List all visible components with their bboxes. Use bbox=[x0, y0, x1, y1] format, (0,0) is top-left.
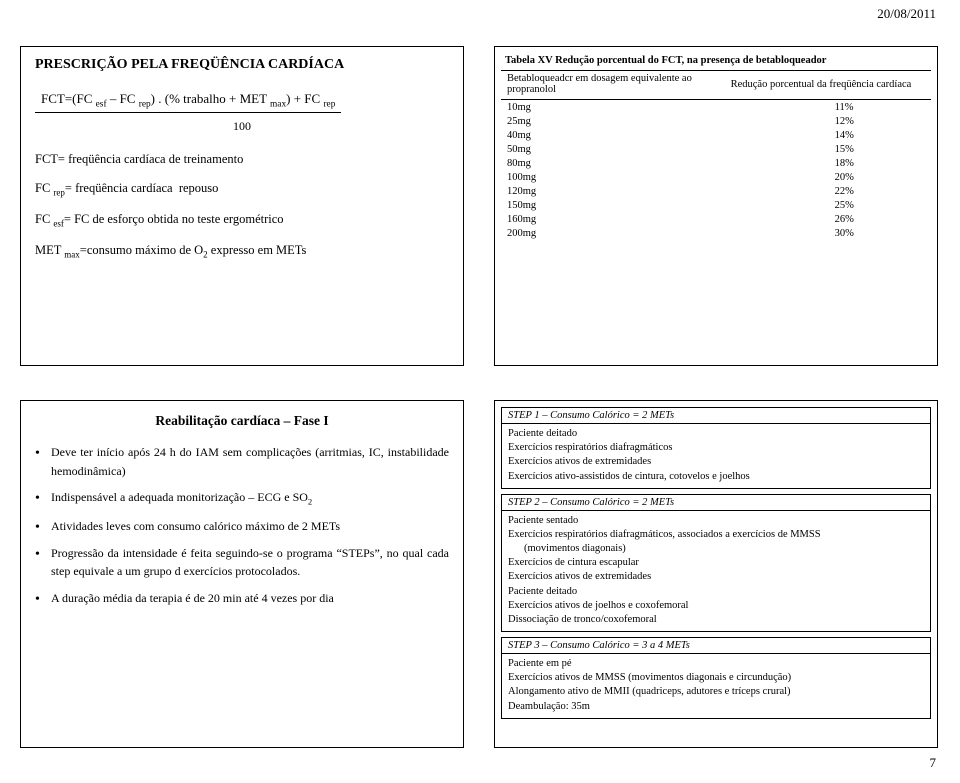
reduction-cell: 25% bbox=[725, 198, 931, 212]
step-line: Exercícios respiratórios diafragmáticos bbox=[508, 441, 924, 455]
reduction-cell: 26% bbox=[725, 212, 931, 226]
prescription-definitions: FCT= freqüência cardíaca de treinamento … bbox=[35, 148, 449, 264]
list-item: Atividades leves com consumo calórico má… bbox=[35, 517, 449, 536]
panel-beta-blocker-table: Tabela XV Redução porcentual do FCT, na … bbox=[494, 46, 938, 366]
table-row: 50mg15% bbox=[501, 142, 931, 156]
step-line: Paciente sentado bbox=[508, 514, 924, 528]
step-heading: STEP 1 – Consumo Calórico = 2 METs bbox=[502, 408, 930, 424]
list-item: Indispensável a adequada monitorização –… bbox=[35, 488, 449, 509]
step-body: Paciente sentadoExercícios respiratórios… bbox=[502, 511, 930, 631]
dose-cell: 25mg bbox=[501, 114, 725, 128]
reduction-cell: 12% bbox=[725, 114, 931, 128]
table-row: 80mg18% bbox=[501, 156, 931, 170]
step-body: Paciente deitadoExercícios respiratórios… bbox=[502, 424, 930, 488]
step-line: Exercícios ativos de extremidades bbox=[508, 455, 924, 469]
step-body: Paciente em péExercícios ativos de MMSS … bbox=[502, 654, 930, 718]
table-row: 200mg30% bbox=[501, 226, 931, 240]
table-row: 150mg25% bbox=[501, 198, 931, 212]
step-line: Exercícios de cintura escapular bbox=[508, 556, 924, 570]
table-caption: Tabela XV Redução porcentual do FCT, na … bbox=[501, 53, 931, 70]
dose-cell: 200mg bbox=[501, 226, 725, 240]
step-block: STEP 3 – Consumo Calórico = 3 a 4 METsPa… bbox=[501, 637, 931, 719]
reduction-cell: 22% bbox=[725, 184, 931, 198]
step-line: (movimentos diagonais) bbox=[508, 542, 924, 556]
list-item: A duração média da terapia é de 20 min a… bbox=[35, 589, 449, 608]
dose-cell: 120mg bbox=[501, 184, 725, 198]
step-line: Paciente em pé bbox=[508, 657, 924, 671]
step-line: Exercícios ativos de MMSS (movimentos di… bbox=[508, 671, 924, 685]
reduction-cell: 30% bbox=[725, 226, 931, 240]
dose-cell: 80mg bbox=[501, 156, 725, 170]
step-line: Exercícios ativo-assistidos de cintura, … bbox=[508, 470, 924, 484]
table-row: 10mg11% bbox=[501, 100, 931, 115]
step-line: Exercícios respiratórios diafragmáticos,… bbox=[508, 528, 924, 542]
step-heading: STEP 2 – Consumo Calórico = 2 METs bbox=[502, 495, 930, 511]
page-number: 7 bbox=[930, 755, 937, 771]
dose-cell: 160mg bbox=[501, 212, 725, 226]
panel-rehab-phase1: Reabilitação cardíaca – Fase I Deve ter … bbox=[20, 400, 464, 748]
dose-cell: 40mg bbox=[501, 128, 725, 142]
beta-blocker-table: Betabloqueadcr em dosagem equivalente ao… bbox=[501, 71, 931, 240]
table-col-dose: Betabloqueadcr em dosagem equivalente ao… bbox=[501, 71, 725, 100]
step-block: STEP 2 – Consumo Calórico = 2 METsPacien… bbox=[501, 494, 931, 632]
dose-cell: 150mg bbox=[501, 198, 725, 212]
step-heading: STEP 3 – Consumo Calórico = 3 a 4 METs bbox=[502, 638, 930, 654]
panel-prescription: PRESCRIÇÃO PELA FREQÜÊNCIA CARDÍACA FCT=… bbox=[20, 46, 464, 366]
table-col-reduction: Redução porcentual da freqüência cardíac… bbox=[725, 71, 931, 100]
dose-cell: 50mg bbox=[501, 142, 725, 156]
step-line: Alongamento ativo de MMII (quadriceps, a… bbox=[508, 685, 924, 699]
rehab-list: Deve ter início após 24 h do IAM sem com… bbox=[35, 443, 449, 607]
page-date: 20/08/2011 bbox=[877, 6, 936, 22]
prescription-title: PRESCRIÇÃO PELA FREQÜÊNCIA CARDÍACA bbox=[35, 57, 449, 73]
step-block: STEP 1 – Consumo Calórico = 2 METsPacien… bbox=[501, 407, 931, 489]
prescription-formula: FCT=(FC esf – FC rep) . (% trabalho + ME… bbox=[35, 91, 449, 115]
reduction-cell: 20% bbox=[725, 170, 931, 184]
table-row: 40mg14% bbox=[501, 128, 931, 142]
rehab-title: Reabilitação cardíaca – Fase I bbox=[35, 413, 449, 429]
table-row: 120mg22% bbox=[501, 184, 931, 198]
step-line: Paciente deitado bbox=[508, 585, 924, 599]
reduction-cell: 18% bbox=[725, 156, 931, 170]
step-line: Deambulação: 35m bbox=[508, 700, 924, 714]
reduction-cell: 14% bbox=[725, 128, 931, 142]
step-line: Exercícios ativos de joelhos e coxofemor… bbox=[508, 599, 924, 613]
reduction-cell: 15% bbox=[725, 142, 931, 156]
dose-cell: 100mg bbox=[501, 170, 725, 184]
table-row: 25mg12% bbox=[501, 114, 931, 128]
list-item: Progressão da intensidade é feita seguin… bbox=[35, 544, 449, 581]
panel-steps: STEP 1 – Consumo Calórico = 2 METsPacien… bbox=[494, 400, 938, 748]
step-line: Paciente deitado bbox=[508, 427, 924, 441]
table-row: 100mg20% bbox=[501, 170, 931, 184]
dose-cell: 10mg bbox=[501, 100, 725, 115]
table-row: 160mg26% bbox=[501, 212, 931, 226]
step-line: Dissociação de tronco/coxofemoral bbox=[508, 613, 924, 627]
formula-denominator: 100 bbox=[35, 119, 449, 134]
list-item: Deve ter início após 24 h do IAM sem com… bbox=[35, 443, 449, 480]
step-line: Exercícios ativos de extremidades bbox=[508, 570, 924, 584]
reduction-cell: 11% bbox=[725, 100, 931, 115]
